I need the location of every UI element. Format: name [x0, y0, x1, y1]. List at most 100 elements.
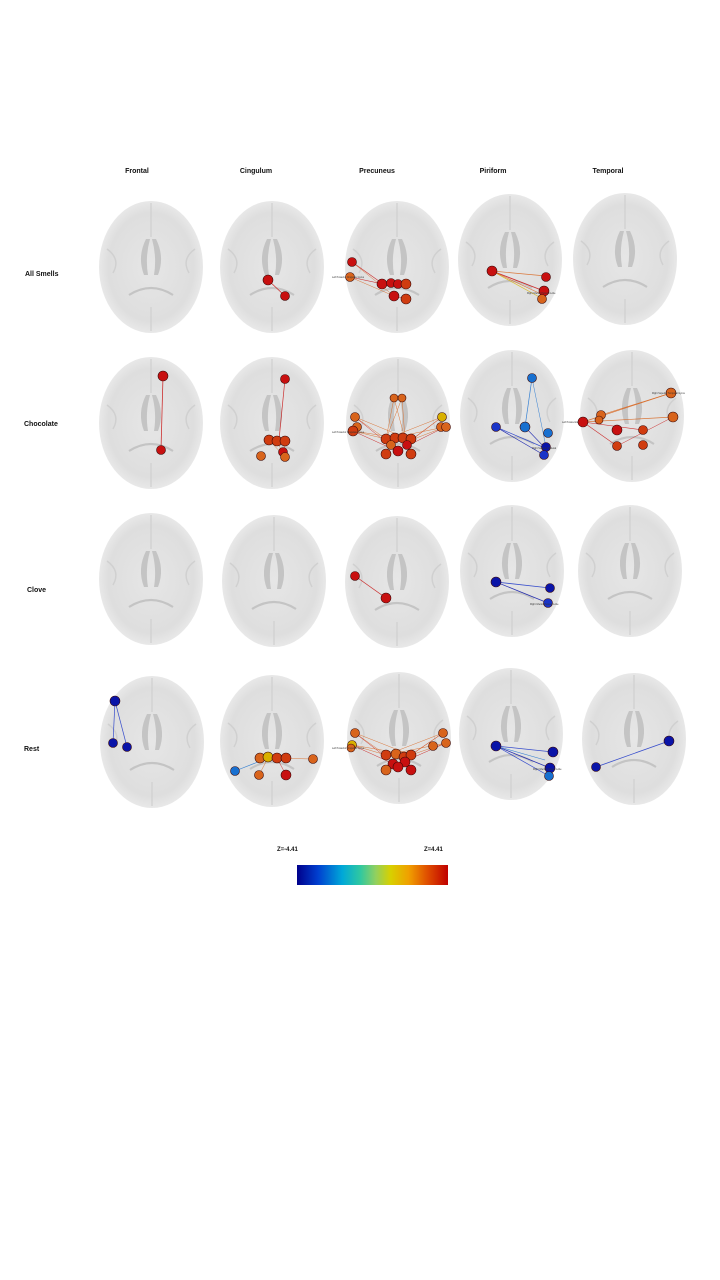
- left-sylvian: [106, 248, 117, 274]
- region-node: [437, 412, 447, 422]
- region-node: [405, 448, 417, 460]
- right-ventricle: [273, 713, 283, 749]
- region-node: [280, 452, 290, 462]
- posterior-horn: [611, 758, 657, 768]
- region-node: [347, 425, 359, 437]
- region-node: [279, 435, 291, 447]
- brain-slice-9: [580, 350, 684, 482]
- region-node: [389, 393, 399, 403]
- right-sylvian: [308, 562, 319, 588]
- right-ventricle: [399, 395, 409, 431]
- region-node: [545, 583, 555, 593]
- connection-edge: [524, 377, 533, 428]
- region-node: [638, 425, 648, 435]
- region-node: [280, 769, 292, 781]
- connection-edge: [278, 378, 286, 441]
- region-node: [280, 752, 292, 764]
- brain-outline: [460, 350, 564, 482]
- region-node: [392, 761, 404, 773]
- region-node: [594, 415, 604, 425]
- row-header-all-smells: All Smells: [25, 271, 59, 278]
- brain-slice-19: [582, 673, 686, 805]
- right-sylvian: [664, 552, 675, 578]
- left-sylvian: [106, 560, 117, 586]
- region-node: [543, 428, 553, 438]
- connection-edge: [491, 270, 542, 295]
- region-node: [347, 257, 357, 267]
- left-ventricle: [261, 713, 271, 749]
- right-sylvian: [544, 241, 555, 267]
- connection-edge: [491, 270, 545, 292]
- region-node: [405, 749, 417, 761]
- region-node: [280, 291, 290, 301]
- left-ventricle: [499, 232, 509, 268]
- region-node: [591, 762, 601, 772]
- connection-edge: [491, 270, 544, 300]
- region-node: [611, 424, 623, 436]
- left-ventricle: [386, 554, 396, 590]
- right-sylvian: [546, 397, 557, 423]
- region-node: [612, 441, 622, 451]
- region-label-text: Left Postcentral: [562, 421, 579, 424]
- connection-edge: [349, 276, 395, 297]
- right-sylvian: [431, 563, 442, 589]
- right-ventricle: [273, 395, 283, 431]
- region-node: [544, 771, 554, 781]
- region-label-text: Right Superior Parietal: [532, 447, 557, 450]
- brain-slice-5: [99, 357, 203, 489]
- region-label-text: Right Superior Temporal Gyrus: [652, 392, 686, 395]
- posterior-horn: [128, 598, 174, 608]
- posterior-horn: [609, 435, 655, 445]
- column-header-cingulum: Cingulum: [239, 168, 273, 175]
- column-header-precuneus: Precuneus: [359, 168, 395, 175]
- brain-outline: [346, 357, 450, 489]
- left-sylvian: [467, 552, 478, 578]
- left-sylvian: [354, 719, 365, 745]
- brain-slice-11: [222, 515, 326, 647]
- region-node: [122, 742, 132, 752]
- right-ventricle: [513, 388, 523, 424]
- right-ventricle: [512, 706, 522, 742]
- brain-outline: [347, 672, 451, 804]
- left-ventricle: [388, 710, 398, 746]
- connection-edge: [495, 745, 546, 761]
- connection-edge: [351, 261, 395, 297]
- column-header-frontal: Frontal: [125, 168, 149, 175]
- connection-edge: [354, 732, 387, 756]
- brain-slice-12: [345, 516, 449, 648]
- region-node: [519, 421, 531, 433]
- brain-slice-17: [347, 672, 451, 804]
- region-node: [667, 411, 679, 423]
- region-label-text: Right Inferior Parietal Lobe: [533, 768, 562, 771]
- region-node: [543, 598, 553, 608]
- left-ventricle: [501, 388, 511, 424]
- region-node: [308, 754, 318, 764]
- region-node: [400, 293, 412, 305]
- connection-edge: [410, 416, 443, 441]
- left-ventricle: [141, 714, 151, 750]
- connection-edge: [160, 375, 164, 451]
- brain-outline: [99, 513, 203, 645]
- brain-outline: [99, 357, 203, 489]
- brain-outline: [573, 193, 677, 325]
- region-node: [490, 740, 502, 752]
- connection-edge: [351, 744, 387, 756]
- region-node: [400, 278, 412, 290]
- brain-slice-0: [99, 201, 203, 333]
- region-node: [156, 445, 166, 455]
- right-sylvian: [431, 248, 442, 274]
- posterior-horn: [251, 600, 297, 610]
- region-node: [490, 576, 502, 588]
- posterior-horn: [249, 760, 295, 770]
- brain-outline: [345, 516, 449, 648]
- brain-outline: [345, 201, 449, 333]
- region-node: [262, 751, 274, 763]
- left-ventricle: [140, 551, 150, 587]
- region-node: [350, 571, 360, 581]
- region-node: [157, 370, 169, 382]
- column-header-piriform: Piriform: [479, 168, 507, 175]
- left-sylvian: [227, 722, 238, 748]
- connection-edge: [582, 421, 644, 431]
- right-ventricle: [152, 395, 162, 431]
- connection-edge: [112, 700, 116, 744]
